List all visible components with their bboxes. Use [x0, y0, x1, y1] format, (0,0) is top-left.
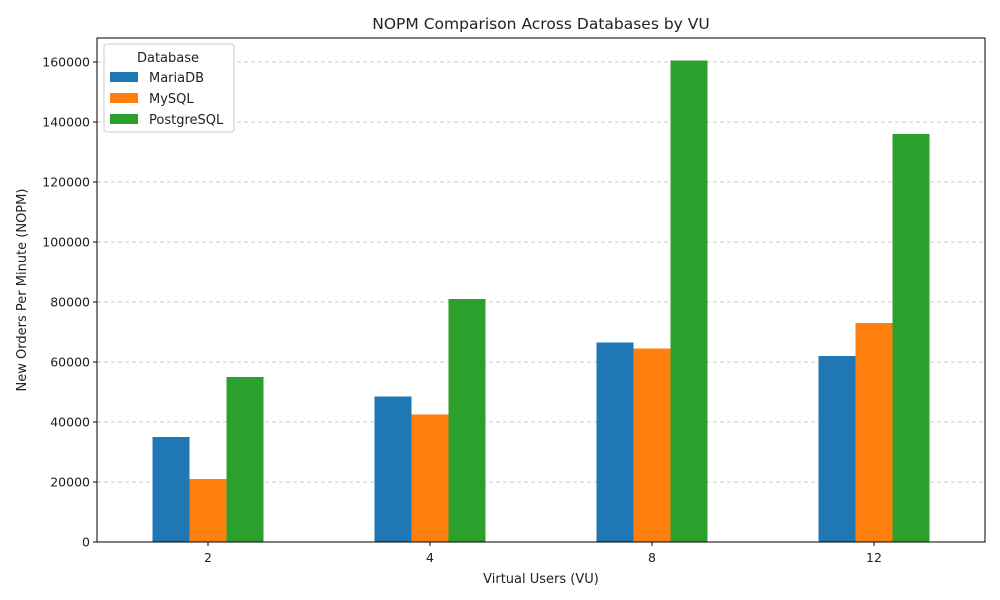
bar-postgresql-2 [226, 377, 264, 542]
bar-mysql-2 [189, 479, 227, 542]
chart-title: NOPM Comparison Across Databases by VU [372, 15, 709, 33]
y-axis-ticks: 0 20000 40000 60000 80000 100000 120000 140000 1… [42, 55, 97, 550]
bar-mariadb-4 [374, 396, 412, 542]
x-tick-label: 8 [648, 550, 656, 565]
bar-postgresql-12 [892, 134, 930, 542]
y-tick-label: 40000 [50, 415, 90, 430]
y-axis-label: New Orders Per Minute (NOPM) [15, 189, 30, 392]
y-tick-label: 60000 [50, 355, 90, 370]
legend-label-mysql: MySQL [149, 92, 194, 107]
x-tick-label: 4 [426, 550, 434, 565]
bar-mysql-4 [411, 414, 449, 542]
bar-mariadb-8 [596, 342, 634, 542]
bars [152, 60, 930, 542]
legend-swatch-mariadb [110, 72, 138, 82]
y-tick-label: 20000 [50, 475, 90, 490]
bar-mariadb-12 [818, 356, 856, 542]
bar-mysql-8 [633, 348, 671, 542]
legend-label-postgresql: PostgreSQL [149, 113, 224, 128]
legend-title: Database [137, 51, 199, 66]
bar-mysql-12 [855, 323, 893, 542]
legend-box [103, 43, 235, 133]
legend: Database MariaDB MySQL PostgreSQL [103, 43, 235, 133]
x-axis-ticks: 2 4 8 12 [204, 542, 882, 565]
x-tick-label: 2 [204, 550, 212, 565]
y-tick-label: 0 [82, 535, 90, 550]
legend-label-mariadb: MariaDB [149, 71, 204, 86]
legend-swatch-postgresql [110, 114, 138, 124]
bar-postgresql-8 [670, 60, 708, 542]
plot-frame [96, 37, 986, 543]
legend-items: MariaDB MySQL PostgreSQL [110, 71, 224, 128]
legend-swatch-mysql [110, 93, 138, 103]
y-tick-label: 160000 [42, 55, 90, 70]
bar-postgresql-4 [448, 299, 486, 542]
y-tick-label: 100000 [42, 235, 90, 250]
x-tick-label: 12 [866, 550, 882, 565]
y-tick-label: 120000 [42, 175, 90, 190]
y-tick-label: 80000 [50, 295, 90, 310]
y-tick-label: 140000 [42, 115, 90, 130]
bar-mariadb-2 [152, 437, 190, 542]
x-axis-label: Virtual Users (VU) [483, 572, 599, 587]
